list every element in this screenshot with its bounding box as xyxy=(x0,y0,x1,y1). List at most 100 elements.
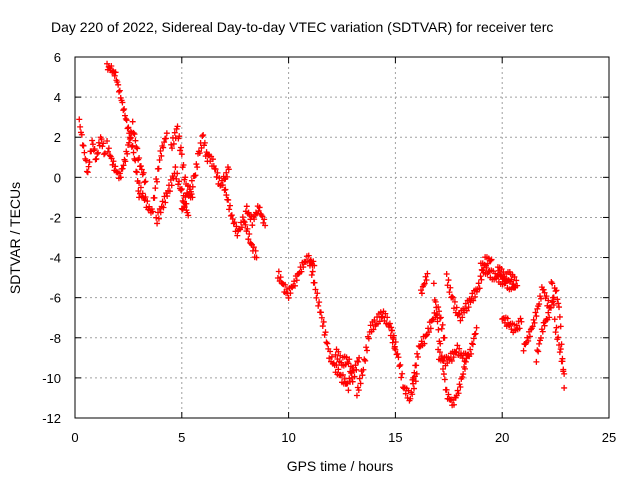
series-arc-18 xyxy=(430,280,469,409)
data-point-marker xyxy=(122,158,129,165)
data-point-marker xyxy=(127,134,134,141)
data-point-marker xyxy=(277,274,284,281)
data-point-marker xyxy=(176,178,183,185)
data-point-marker xyxy=(174,170,181,177)
data-point-marker xyxy=(421,340,428,347)
data-point-marker xyxy=(137,184,144,191)
data-point-marker xyxy=(261,216,268,223)
y-tick-label: -4 xyxy=(49,251,61,266)
data-point-marker xyxy=(409,391,416,398)
data-point-marker xyxy=(421,280,428,287)
data-point-marker xyxy=(90,147,97,154)
data-point-marker xyxy=(399,370,406,377)
data-point-marker xyxy=(470,297,477,304)
data-point-marker xyxy=(229,216,236,223)
data-point-marker xyxy=(432,298,439,305)
data-point-marker xyxy=(141,197,148,204)
data-point-marker xyxy=(127,128,134,135)
data-point-marker xyxy=(98,136,105,143)
data-point-marker xyxy=(533,358,540,365)
data-point-marker xyxy=(511,273,518,280)
data-point-marker xyxy=(448,357,455,364)
data-point-marker xyxy=(518,318,525,325)
data-point-marker xyxy=(223,192,230,199)
data-point-marker xyxy=(450,294,457,301)
data-point-marker xyxy=(321,331,328,338)
data-point-marker xyxy=(119,165,126,172)
data-point-marker xyxy=(292,282,299,289)
data-point-marker xyxy=(455,390,462,397)
data-point-marker xyxy=(178,186,185,193)
data-point-marker xyxy=(492,270,499,277)
data-point-marker xyxy=(194,164,201,171)
data-point-marker xyxy=(184,209,191,216)
data-point-marker xyxy=(353,392,360,399)
data-point-marker xyxy=(422,273,429,280)
data-point-marker xyxy=(222,186,229,193)
data-point-marker xyxy=(441,334,448,341)
data-point-marker xyxy=(258,212,265,219)
data-point-marker xyxy=(552,329,559,336)
data-point-marker xyxy=(136,179,143,186)
data-point-marker xyxy=(407,395,414,402)
data-point-marker xyxy=(356,375,363,382)
data-point-marker xyxy=(450,305,457,312)
data-point-marker xyxy=(108,62,115,69)
data-point-marker xyxy=(313,294,320,301)
data-point-marker xyxy=(379,313,386,320)
data-point-marker xyxy=(361,356,368,363)
data-point-marker xyxy=(152,185,159,192)
data-point-marker xyxy=(161,139,168,146)
data-point-marker xyxy=(525,337,532,344)
data-point-marker xyxy=(504,315,511,322)
data-point-marker xyxy=(332,351,339,358)
data-point-marker xyxy=(398,374,405,381)
data-point-marker xyxy=(246,230,253,237)
data-point-marker xyxy=(345,360,352,367)
data-point-marker xyxy=(93,155,100,162)
data-point-marker xyxy=(89,137,96,144)
data-point-marker xyxy=(291,278,298,285)
data-point-marker xyxy=(219,182,226,189)
data-point-marker xyxy=(133,168,140,175)
data-point-marker xyxy=(355,358,362,365)
data-point-marker xyxy=(427,325,434,332)
data-point-marker xyxy=(163,130,170,137)
data-point-marker xyxy=(228,212,235,219)
data-point-marker xyxy=(116,170,123,177)
data-point-marker xyxy=(160,204,167,211)
data-point-marker xyxy=(517,315,524,322)
data-point-marker xyxy=(335,366,342,373)
data-point-marker xyxy=(117,174,124,181)
data-point-marker xyxy=(468,340,475,347)
data-point-marker xyxy=(223,169,230,176)
series-arc-4 xyxy=(136,130,170,216)
data-point-marker xyxy=(551,316,558,323)
data-point-marker xyxy=(110,158,117,165)
data-point-marker xyxy=(457,317,464,324)
data-point-marker xyxy=(142,193,149,200)
data-point-marker xyxy=(120,162,127,169)
data-point-marker xyxy=(312,286,319,293)
data-point-marker xyxy=(348,374,355,381)
y-tick-label: 4 xyxy=(54,90,61,105)
data-point-marker xyxy=(105,145,112,152)
data-point-marker xyxy=(328,353,335,360)
data-point-marker xyxy=(435,326,442,333)
data-point-marker xyxy=(437,340,444,347)
data-point-marker xyxy=(124,150,131,157)
data-point-marker xyxy=(142,178,149,185)
data-point-marker xyxy=(418,287,425,294)
data-point-marker xyxy=(136,155,143,162)
data-point-marker xyxy=(352,362,359,369)
data-point-marker xyxy=(104,138,111,145)
data-point-marker xyxy=(249,222,256,229)
data-point-marker xyxy=(144,198,151,205)
series-arc-12 xyxy=(306,258,356,394)
data-point-marker xyxy=(345,387,352,394)
data-point-marker xyxy=(335,348,342,355)
data-point-marker xyxy=(81,149,88,156)
data-point-marker xyxy=(169,145,176,152)
data-point-marker xyxy=(183,200,190,207)
data-point-marker xyxy=(560,366,567,373)
